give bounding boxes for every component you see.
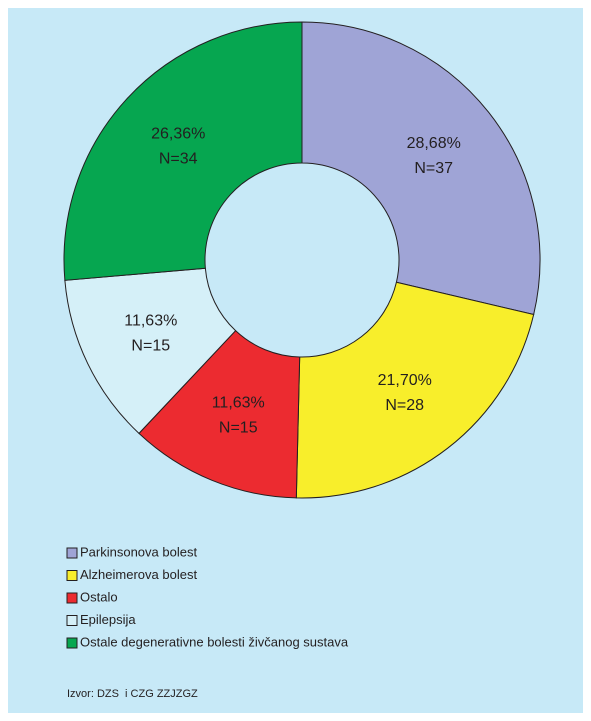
legend-swatch [66, 592, 78, 604]
slice [64, 267, 237, 435]
legend-label: Ostale degenerativne bolesti živčanog su… [80, 634, 349, 649]
source: Izvor: DZS i CZG ZZJZGZ [67, 688, 198, 700]
legend-swatch [66, 547, 78, 559]
legend-label: Alzheimerova bolest [80, 567, 197, 582]
legend-label: Ostalo [80, 589, 118, 604]
count-label: N=15 [219, 420, 258, 437]
count-label: N=34 [159, 151, 198, 168]
count-label: N=15 [131, 337, 170, 354]
legend-swatch [66, 570, 78, 581]
slice [295, 281, 535, 499]
count-label: N=37 [414, 160, 453, 177]
value-label: 11,63% [124, 312, 177, 329]
value-label: 28,68% [407, 135, 461, 152]
legend-swatch [66, 615, 78, 626]
count-label: N=28 [385, 397, 424, 414]
slice [301, 21, 541, 316]
value-label: 11,63% [212, 395, 265, 412]
legend-label: Epilepsija [80, 612, 136, 627]
legend-label: Parkinsonova bolest [80, 544, 197, 559]
slice [63, 21, 303, 281]
value-label: 21,70% [378, 372, 432, 389]
value-label: 26,36% [151, 126, 205, 143]
legend-swatch [66, 637, 78, 649]
slice [138, 329, 301, 499]
